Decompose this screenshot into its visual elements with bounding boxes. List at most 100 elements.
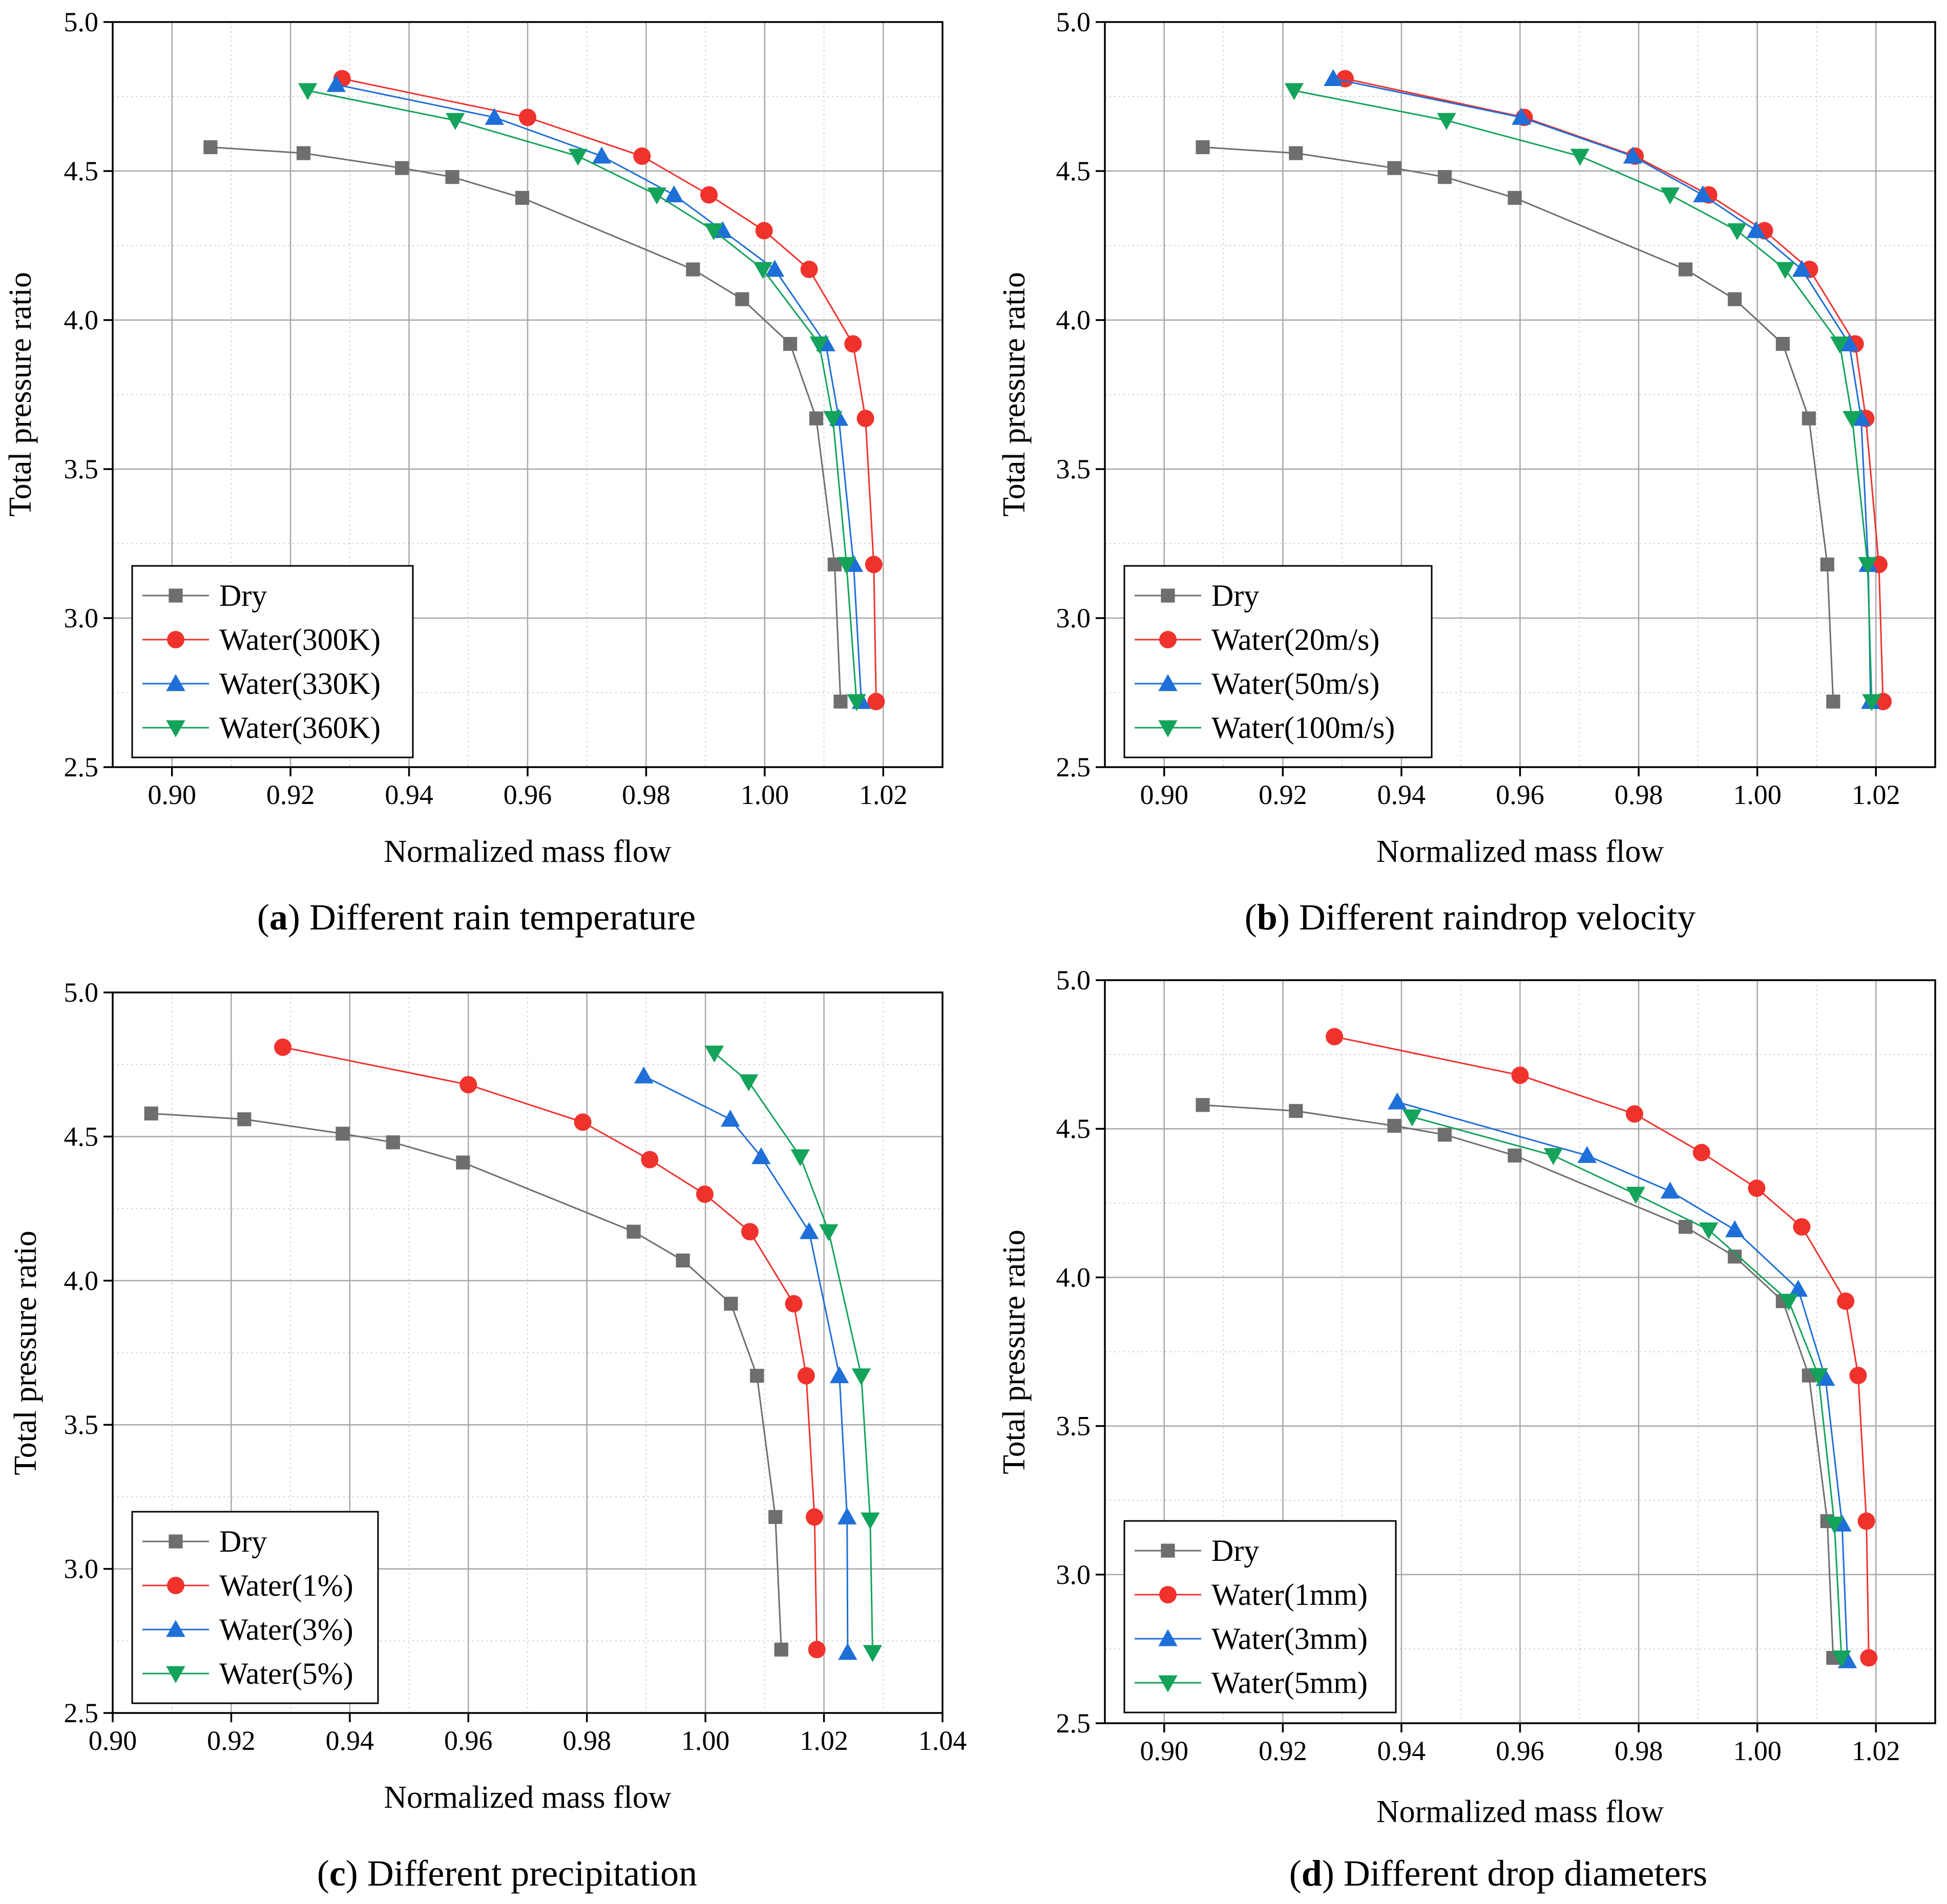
data-point	[768, 1510, 783, 1524]
y-tick-label: 3.0	[1056, 603, 1091, 633]
legend-label: Water(300K)	[219, 623, 381, 657]
x-tick-label: 0.96	[1496, 779, 1544, 810]
x-tick-label: 0.96	[444, 1725, 493, 1756]
x-tick-label: 0.98	[562, 1725, 611, 1756]
data-point	[755, 222, 773, 240]
legend-label: Water(330K)	[219, 667, 381, 701]
y-axis-label: Total pressure ratio	[997, 272, 1032, 517]
legend-marker	[1159, 1586, 1177, 1603]
data-point	[456, 1155, 470, 1170]
x-tick-label: 0.90	[1140, 779, 1189, 810]
series-line	[1294, 90, 1873, 702]
data-point	[634, 1066, 654, 1084]
x-tick-label: 1.00	[1733, 779, 1782, 810]
x-tick-label: 1.00	[1733, 1736, 1782, 1766]
x-tick-label: 0.96	[504, 779, 552, 810]
data-point	[676, 1253, 690, 1268]
x-tick-label: 0.90	[89, 1725, 137, 1756]
legend-marker	[166, 720, 185, 737]
legend-label: Water(5%)	[219, 1657, 353, 1690]
data-point	[485, 108, 504, 125]
data-point	[1816, 1369, 1835, 1386]
data-point	[1437, 1128, 1452, 1142]
data-point	[144, 1106, 158, 1120]
legend-marker	[167, 1577, 184, 1594]
data-point	[838, 1643, 857, 1660]
data-point	[819, 1224, 839, 1241]
data-point	[1862, 694, 1881, 711]
x-axis-label: Normalized mass flow	[1376, 834, 1664, 869]
legend-marker	[169, 588, 183, 603]
data-point	[865, 556, 883, 574]
data-point	[1843, 411, 1862, 428]
series-line	[1397, 1101, 1849, 1661]
legend-label: Dry	[1211, 1534, 1259, 1568]
y-tick-label: 4.5	[1056, 1113, 1091, 1144]
x-tick-label: 0.92	[266, 779, 315, 810]
legend-label: Water(5mm)	[1211, 1666, 1368, 1700]
data-point	[774, 1642, 788, 1657]
data-point	[519, 109, 536, 126]
data-point	[1830, 336, 1850, 354]
legend: Dry Water(300K) Water(330K) Water(360K)	[131, 565, 414, 758]
chart-panel-d: 0.90 0.92 0.94 0.96 0.98 1.00 1.02 2.5 3.0 3.5 4.0…	[997, 965, 1936, 1894]
x-tick-label: 0.90	[1140, 1736, 1189, 1766]
data-point	[1802, 411, 1816, 426]
data-point	[326, 75, 346, 92]
data-point	[445, 170, 459, 184]
data-point	[1779, 1294, 1798, 1311]
legend-marker	[1158, 1629, 1178, 1646]
legend-label: Dry	[219, 1525, 267, 1558]
y-axis-label: Total pressure ratio	[8, 1231, 43, 1475]
data-point	[1388, 1092, 1407, 1110]
data-point	[1832, 1650, 1851, 1668]
legend-marker	[166, 1666, 185, 1683]
x-tick-label: 0.98	[1615, 779, 1663, 810]
plot-frame	[112, 991, 944, 1714]
y-axis-label: Total pressure ratio	[3, 272, 38, 517]
data-point	[1858, 557, 1877, 574]
y-tick-label: 3.0	[64, 603, 99, 633]
data-point	[806, 1508, 824, 1526]
data-point	[1699, 1222, 1719, 1240]
series-line	[342, 78, 877, 702]
y-tick-label: 4.0	[1056, 305, 1091, 335]
data-point	[721, 1109, 740, 1127]
y-tick-label: 4.0	[1056, 1262, 1091, 1293]
data-point	[647, 187, 666, 205]
data-point	[704, 223, 724, 241]
legend: Dry Water(1mm) Water(3mm) Water(5mm)	[1123, 1520, 1397, 1713]
data-point	[1660, 1181, 1680, 1199]
data-point	[1692, 1144, 1710, 1161]
data-point	[1326, 1028, 1344, 1046]
data-point	[724, 1297, 738, 1311]
data-point	[751, 1147, 771, 1165]
data-point	[809, 336, 829, 354]
data-point	[750, 1368, 764, 1383]
data-point	[823, 411, 843, 428]
y-tick-label: 2.5	[1056, 752, 1091, 782]
legend-label: Water(3mm)	[1211, 1622, 1368, 1656]
legend: Dry Water(20m/s) Water(50m/s) Water(100m/s)	[1123, 565, 1433, 758]
legend: Dry Water(1%) Water(3%) Water(5%)	[131, 1511, 379, 1704]
data-point	[1508, 1148, 1522, 1163]
x-tick-label: 0.94	[326, 1725, 374, 1756]
y-tick-label: 2.5	[1056, 1708, 1091, 1739]
y-axis-label: Total pressure ratio	[997, 1230, 1032, 1474]
series-line	[1333, 78, 1872, 702]
y-tick-label: 4.5	[64, 156, 99, 186]
panel-caption: (b) Different raindrop velocity	[1245, 897, 1695, 938]
series-line	[1412, 1116, 1843, 1658]
y-tick-label: 5.0	[1056, 7, 1091, 37]
legend-marker	[1161, 1543, 1175, 1558]
data-point	[696, 1185, 714, 1203]
data-point	[1387, 161, 1401, 175]
data-point	[704, 1045, 724, 1063]
x-tick-label: 0.94	[1377, 779, 1426, 810]
data-point	[626, 1224, 641, 1239]
legend-label: Water(1%)	[219, 1569, 353, 1602]
legend-label: Water(20m/s)	[1211, 623, 1379, 657]
data-point	[1660, 187, 1680, 205]
y-tick-label: 2.5	[64, 752, 99, 782]
